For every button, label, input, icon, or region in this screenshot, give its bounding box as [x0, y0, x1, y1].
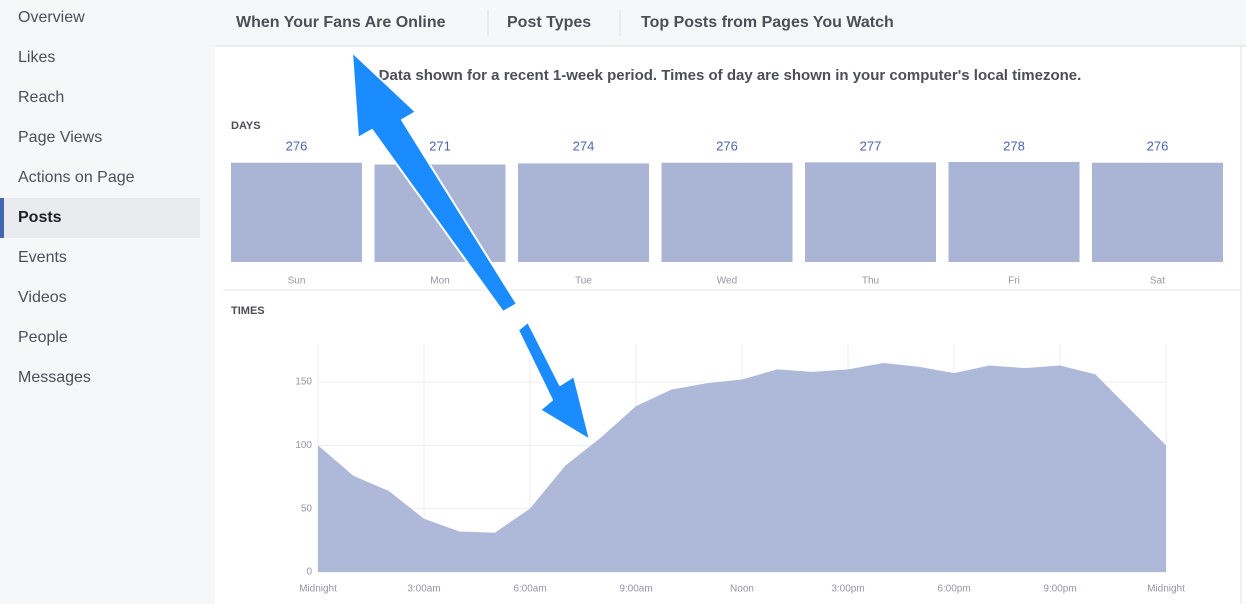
sidebar-item[interactable]: People — [18, 329, 68, 346]
chart-title: TIMES — [231, 305, 265, 317]
bar-value: 271 — [429, 138, 451, 153]
x-tick-label: Midnight — [299, 584, 337, 595]
tab[interactable]: Post Types — [507, 14, 591, 31]
sidebar-item[interactable]: Page Views — [18, 129, 102, 146]
x-tick-label: Sun — [288, 276, 306, 287]
charts: 276 Sun 271 Mon 274 Tue 276 Wed 277 Thu 278 Fri 276 S… — [231, 138, 1223, 595]
chart-title: DAYS — [231, 120, 261, 132]
bar-value: 278 — [1003, 138, 1025, 153]
note: Data shown for a recent 1-week period. T… — [379, 67, 1082, 84]
arrow — [517, 321, 591, 441]
bar — [948, 162, 1080, 262]
sidebar-item[interactable]: Actions on Page — [18, 169, 135, 186]
x-tick-label: Mon — [430, 276, 449, 287]
sidebar-item[interactable]: Messages — [18, 369, 91, 386]
x-tick-label: Tue — [575, 276, 592, 287]
y-tick-label: 0 — [306, 567, 312, 578]
x-tick-label: 3:00pm — [831, 584, 864, 595]
x-tick-label: Noon — [730, 584, 754, 595]
y-tick-label: 150 — [295, 377, 312, 388]
x-tick-label: Wed — [717, 276, 737, 287]
bar-value: 276 — [1147, 138, 1169, 153]
y-tick-label: 100 — [295, 440, 312, 451]
selected-bar — [0, 198, 4, 238]
x-tick-label: 3:00am — [407, 584, 440, 595]
bar — [661, 162, 793, 262]
bar — [518, 163, 649, 262]
sidebar: Overview Likes Reach Page Views Actions on P… — [0, 9, 200, 386]
bar-value: 277 — [860, 138, 882, 153]
bar-value: 274 — [573, 138, 595, 153]
y-tick-label: 50 — [301, 503, 313, 514]
tab[interactable]: Top Posts from Pages You Watch — [641, 14, 894, 31]
x-tick-label: 6:00am — [513, 584, 546, 595]
sidebar-bg — [0, 0, 215, 604]
sidebar-item[interactable]: Events — [18, 249, 67, 266]
sidebar-item[interactable]: Reach — [18, 89, 64, 106]
sidebar-item[interactable]: Posts — [18, 209, 62, 226]
x-tick-label: Fri — [1008, 276, 1020, 287]
tab[interactable]: When Your Fans Are Online — [236, 14, 446, 31]
x-tick-label: 9:00am — [619, 584, 652, 595]
bar-value: 276 — [286, 138, 308, 153]
x-tick-label: Thu — [862, 276, 879, 287]
x-tick-label: 9:00pm — [1043, 584, 1076, 595]
tab-bar — [215, 0, 1246, 46]
area — [318, 363, 1166, 572]
x-tick-label: Midnight — [1147, 584, 1185, 595]
bar-value: 276 — [716, 138, 738, 153]
sidebar-item[interactable]: Likes — [18, 49, 55, 66]
bar — [231, 162, 362, 262]
annotation-arrows — [351, 51, 591, 441]
x-tick-label: 6:00pm — [937, 584, 970, 595]
bar — [805, 162, 936, 262]
arrow — [351, 51, 518, 313]
sidebar-item[interactable]: Overview — [18, 9, 85, 26]
x-tick-label: Sat — [1150, 276, 1165, 287]
bar — [1092, 162, 1223, 262]
sidebar-item[interactable]: Videos — [18, 289, 67, 306]
selected-bg — [0, 198, 200, 238]
